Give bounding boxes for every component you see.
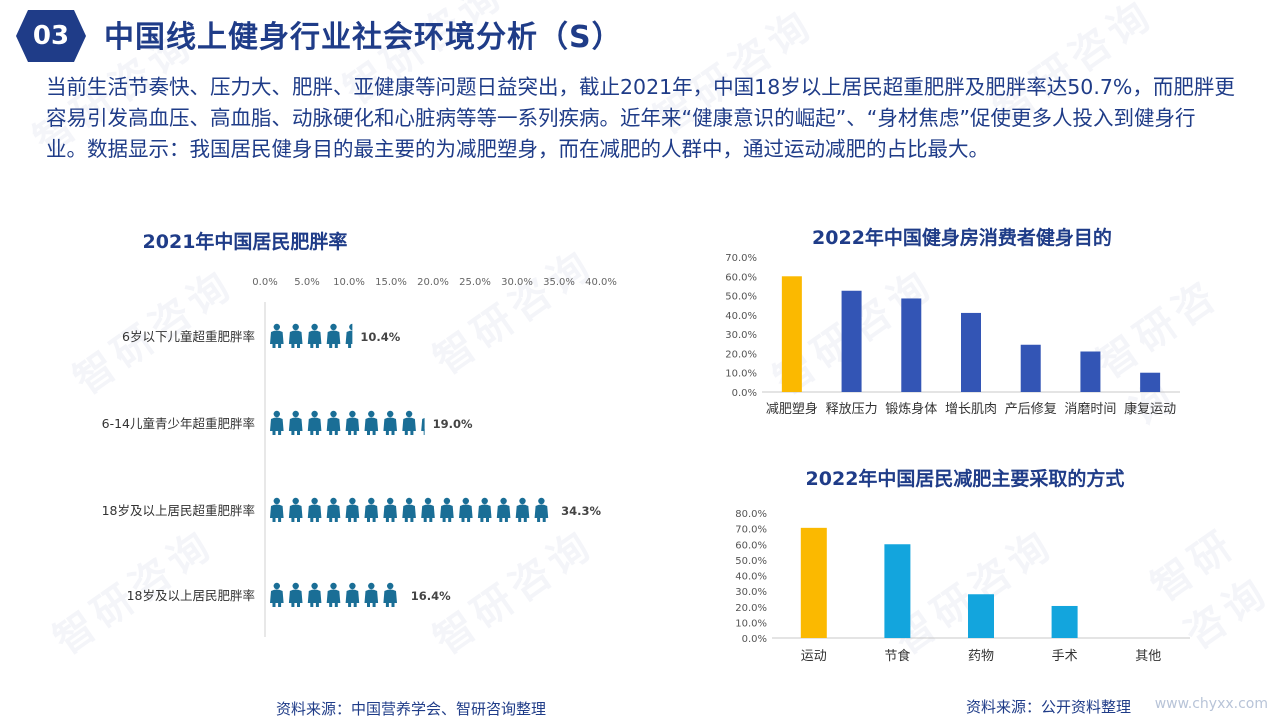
category-label: 减肥塑身 — [766, 401, 818, 417]
weight-loss-methods-chart: 2022年中国居民减肥主要采取的方式 0.0% 10.0% 20.0% 30.0% 40.… — [690, 462, 1230, 672]
section-badge: 03 — [14, 8, 88, 64]
y-tick-label: 60.0% — [725, 272, 757, 283]
bar — [1080, 351, 1101, 392]
category-label: 消磨时间 — [1064, 402, 1116, 417]
y-tick-label: 50.0% — [725, 292, 757, 303]
y-tick-label: 20.0% — [725, 349, 757, 360]
category-label: 增长肌肉 — [945, 402, 997, 417]
hexagon-icon — [16, 10, 86, 62]
chart-title: 2022年中国居民减肥主要采取的方式 — [806, 467, 1125, 490]
x-tick-label: 25.0% — [459, 277, 491, 288]
x-tick-label: 15.0% — [375, 277, 407, 288]
bar — [884, 544, 911, 638]
x-tick-label: 40.0% — [585, 277, 617, 288]
y-tick-label: 10.0% — [735, 618, 767, 629]
data-label: 16.4% — [411, 589, 451, 603]
data-label: 34.3% — [561, 504, 601, 518]
y-tick-label: 60.0% — [735, 540, 767, 551]
bar-icon-row — [270, 497, 549, 522]
category-label: 锻炼身体 — [885, 401, 937, 417]
bar — [968, 594, 994, 638]
intro-paragraph: 当前生活节奏快、压力大、肥胖、亚健康等问题日益突出，截止2021年，中国18岁以… — [46, 75, 1235, 161]
category-label: 产后修复 — [1005, 402, 1057, 417]
section-number: 03 — [32, 21, 70, 51]
bar — [1140, 372, 1161, 392]
bar — [1020, 344, 1041, 392]
y-tick-label: 70.0% — [725, 253, 757, 264]
bar — [781, 276, 802, 392]
category-label: 释放压力 — [826, 402, 878, 417]
fitness-purpose-chart: 2022年中国健身房消费者健身目的 0.0% 10.0% 20.0% 30.0% 40.0… — [690, 222, 1230, 427]
y-tick-label: 10.0% — [725, 369, 757, 380]
y-tick-label: 40.0% — [735, 572, 767, 583]
y-tick-label: 70.0% — [735, 525, 767, 536]
x-tick-label: 10.0% — [333, 277, 365, 288]
y-tick-label: 80.0% — [735, 509, 767, 520]
x-tick-label: 35.0% — [543, 277, 575, 288]
x-tick-label: 30.0% — [501, 277, 533, 288]
category-label: 18岁及以上居民超重肥胖率 — [102, 503, 255, 518]
y-tick-label: 50.0% — [735, 556, 767, 567]
category-label: 6岁以下儿童超重肥胖率 — [122, 329, 255, 344]
category-label: 6-14儿童青少年超重肥胖率 — [102, 416, 255, 431]
y-tick-label: 20.0% — [735, 603, 767, 614]
bar-icon-row — [270, 323, 353, 348]
bar-icon-row — [270, 582, 397, 607]
y-tick-label: 0.0% — [742, 634, 767, 645]
category-label: 手术 — [1052, 649, 1078, 664]
y-tick-label: 30.0% — [725, 330, 757, 341]
page-title: 中国线上健身行业社会环境分析（S） — [104, 20, 623, 55]
y-tick-label: 40.0% — [725, 311, 757, 322]
website-url[interactable]: www.chyxx.com — [1154, 696, 1268, 712]
category-label: 18岁及以上居民肥胖率 — [127, 588, 255, 603]
source-note-left: 资料来源：中国营养学会、智研咨询整理 — [276, 700, 547, 718]
chart-title: 2022年中国健身房消费者健身目的 — [812, 226, 1112, 249]
category-label: 节食 — [884, 648, 910, 664]
x-tick-label: 0.0% — [252, 277, 277, 288]
y-tick-label: 0.0% — [732, 388, 757, 399]
source-note-right: 资料来源：公开资料整理 — [966, 698, 1132, 716]
bar — [841, 290, 862, 392]
data-label: 10.4% — [360, 330, 400, 344]
x-tick-label: 20.0% — [417, 277, 449, 288]
obesity-rate-chart: 2021年中国居民肥胖率 0.0% 5.0% 10.0% 15.0% 20.0% 25.0%… — [50, 222, 650, 652]
data-label: 19.0% — [433, 417, 473, 431]
chart-title: 2021年中国居民肥胖率 — [143, 230, 348, 253]
bar — [1051, 605, 1078, 638]
bar-icon-row — [270, 410, 425, 435]
category-label: 其他 — [1135, 649, 1161, 664]
x-tick-label: 5.0% — [294, 277, 319, 288]
category-label: 运动 — [801, 649, 827, 664]
bar — [800, 527, 827, 638]
category-label: 药物 — [968, 649, 994, 664]
y-tick-label: 30.0% — [735, 587, 767, 598]
bar — [961, 312, 981, 392]
category-label: 康复运动 — [1124, 401, 1176, 417]
bar — [901, 298, 922, 392]
